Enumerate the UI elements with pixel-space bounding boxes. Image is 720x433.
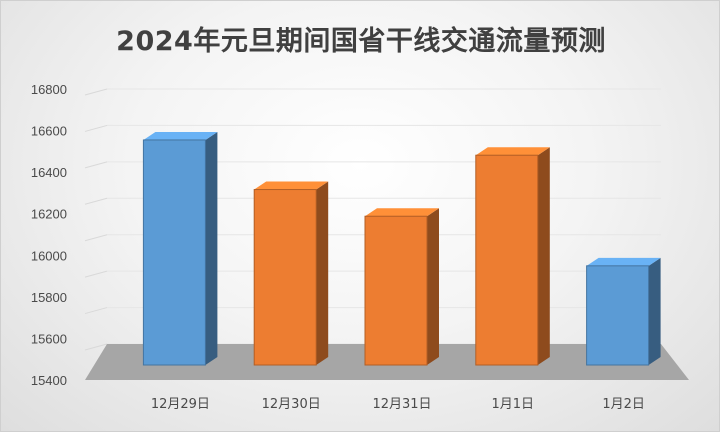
gridline (84, 234, 108, 242)
bar-top (586, 257, 661, 266)
gridline (84, 197, 108, 205)
bar-top (365, 208, 439, 217)
bar-side (205, 131, 218, 365)
bar-top (143, 131, 218, 140)
bar-side (648, 257, 661, 365)
bar-side (427, 208, 439, 365)
y-tick-label: 16400 (31, 165, 67, 180)
y-tick-label: 15800 (31, 290, 67, 305)
gridline (84, 307, 108, 315)
bar-top (254, 181, 329, 190)
bar-side (316, 181, 329, 365)
gridline (84, 88, 108, 96)
y-tick-label: 16200 (31, 207, 67, 222)
bar-front (253, 189, 317, 366)
y-tick-label: 16600 (31, 124, 67, 139)
gridline (84, 161, 108, 169)
x-tick-label: 12月29日 (151, 397, 210, 412)
y-tick-label: 15600 (31, 331, 67, 346)
y-axis-ticks: 15400 15600 15800 16000 16200 16400 16600 16800 (31, 82, 67, 388)
bar (586, 257, 661, 366)
y-tick-label: 16000 (31, 248, 67, 263)
bar-side (537, 147, 550, 365)
bar-front (142, 139, 206, 366)
bar (142, 131, 218, 366)
y-tick-label: 15400 (31, 373, 67, 388)
bar-top (475, 147, 550, 156)
gridline (84, 343, 108, 351)
bar (253, 181, 329, 366)
bar-front (364, 215, 428, 366)
x-tick-label: 1月1日 (492, 397, 535, 412)
x-axis-labels: 12月29日 12月30日 12月31日 1月1日 1月2日 (151, 397, 645, 412)
bar (475, 147, 550, 366)
x-tick-label: 1月2日 (602, 397, 645, 412)
bar-front (586, 265, 650, 366)
y-tick-label: 16800 (31, 82, 67, 97)
gridline (84, 124, 108, 132)
bars (142, 131, 661, 366)
bar (364, 208, 439, 366)
chart-title: 2024年元旦期间国省干线交通流量预测 (116, 26, 606, 57)
bar-front (475, 154, 539, 366)
x-tick-label: 12月31日 (372, 397, 431, 412)
x-tick-label: 12月30日 (262, 397, 321, 412)
gridline (84, 270, 108, 278)
